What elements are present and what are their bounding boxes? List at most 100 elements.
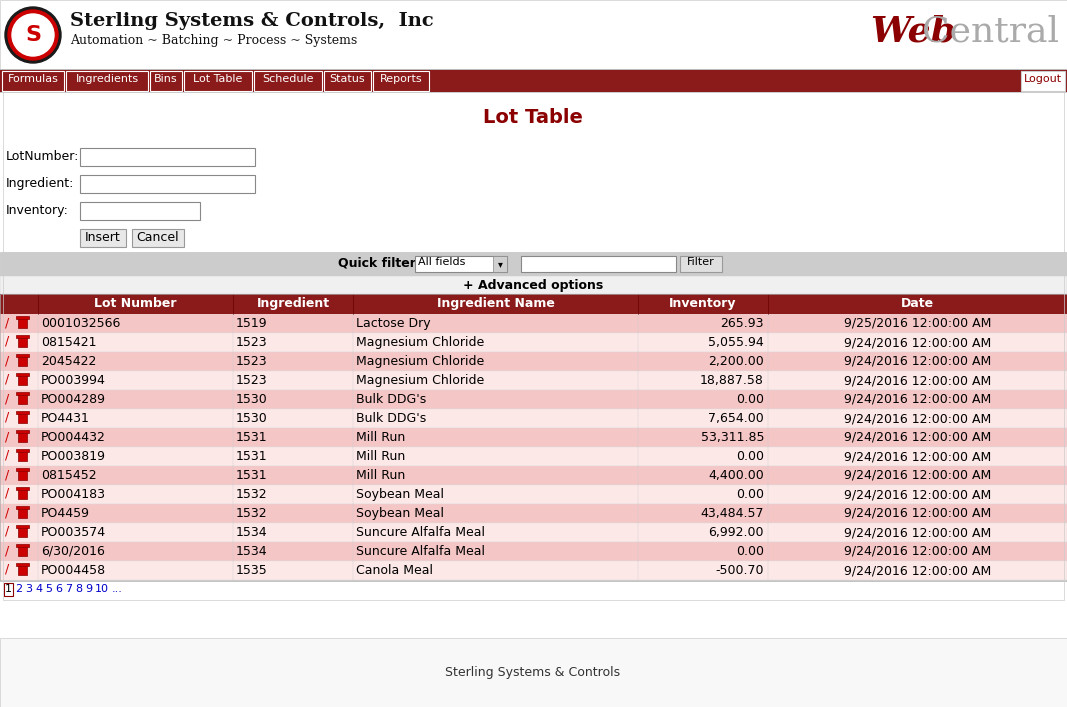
Text: Magnesium Chloride: Magnesium Chloride <box>356 355 484 368</box>
Text: PO004432: PO004432 <box>41 431 106 444</box>
Text: Lot Table: Lot Table <box>193 74 242 84</box>
Text: 6,992.00: 6,992.00 <box>708 526 764 539</box>
Bar <box>16 449 29 452</box>
Bar <box>0 314 38 333</box>
Text: /: / <box>5 506 10 519</box>
Bar <box>3 92 1064 600</box>
Text: 4,400.00: 4,400.00 <box>708 469 764 482</box>
Bar <box>4 583 13 596</box>
Bar <box>0 352 38 371</box>
Circle shape <box>5 7 61 63</box>
Bar <box>18 450 27 461</box>
Bar <box>0 390 1067 409</box>
Bar <box>0 447 1067 466</box>
Text: /: / <box>5 449 10 462</box>
Text: 4: 4 <box>35 584 42 594</box>
Bar <box>0 92 1067 93</box>
Bar <box>16 411 29 414</box>
Text: Ingredient:: Ingredient: <box>6 177 75 190</box>
Text: /: / <box>5 354 10 367</box>
Bar <box>0 561 1067 580</box>
Bar <box>680 256 722 272</box>
Bar <box>0 447 38 466</box>
Bar <box>18 507 27 518</box>
Text: 6: 6 <box>55 584 62 594</box>
Text: 9/24/2016 12:00:00 AM: 9/24/2016 12:00:00 AM <box>844 564 991 577</box>
Text: /: / <box>5 563 10 576</box>
Text: 1532: 1532 <box>236 507 268 520</box>
Text: Filter: Filter <box>687 257 715 267</box>
Text: Soybean Meal: Soybean Meal <box>356 488 444 501</box>
Text: -500.70: -500.70 <box>716 564 764 577</box>
Text: Web: Web <box>870 14 956 48</box>
Bar <box>0 0 1067 70</box>
Text: Inventory: Inventory <box>669 297 736 310</box>
Text: ...: ... <box>112 584 123 594</box>
Text: 9/24/2016 12:00:00 AM: 9/24/2016 12:00:00 AM <box>844 393 991 406</box>
Bar <box>80 229 126 247</box>
Text: Bulk DDG's: Bulk DDG's <box>356 412 426 425</box>
Bar <box>0 294 1067 581</box>
Bar <box>0 466 38 485</box>
Bar <box>18 374 27 385</box>
Text: Suncure Alfalfa Meal: Suncure Alfalfa Meal <box>356 545 485 558</box>
Bar <box>0 523 38 542</box>
Bar <box>16 506 29 509</box>
Text: PO004183: PO004183 <box>41 488 106 501</box>
Text: Lot Table: Lot Table <box>483 108 583 127</box>
Text: Ingredients: Ingredients <box>76 74 139 84</box>
Bar <box>18 431 27 442</box>
Text: Inventory:: Inventory: <box>6 204 69 217</box>
Bar <box>18 393 27 404</box>
Text: 8: 8 <box>75 584 82 594</box>
Bar <box>0 92 1067 647</box>
Text: Central: Central <box>922 14 1060 48</box>
Text: 7: 7 <box>65 584 73 594</box>
Text: Ingredient: Ingredient <box>256 297 330 310</box>
Text: 9/24/2016 12:00:00 AM: 9/24/2016 12:00:00 AM <box>844 526 991 539</box>
Text: 2,200.00: 2,200.00 <box>708 355 764 368</box>
Bar <box>415 256 507 272</box>
Bar <box>0 638 1067 707</box>
Text: Suncure Alfalfa Meal: Suncure Alfalfa Meal <box>356 526 485 539</box>
Text: Automation ~ Batching ~ Process ~ Systems: Automation ~ Batching ~ Process ~ System… <box>70 34 357 47</box>
Bar <box>0 485 38 504</box>
Bar <box>373 71 429 91</box>
Bar <box>1021 71 1065 91</box>
Text: 265.93: 265.93 <box>720 317 764 330</box>
Text: Insert: Insert <box>85 231 121 244</box>
Text: 2045422: 2045422 <box>41 355 96 368</box>
Text: 5,055.94: 5,055.94 <box>708 336 764 349</box>
Bar <box>18 488 27 499</box>
Text: Magnesium Chloride: Magnesium Chloride <box>356 374 484 387</box>
Bar <box>16 468 29 471</box>
Text: 1531: 1531 <box>236 469 268 482</box>
Text: Bulk DDG's: Bulk DDG's <box>356 393 426 406</box>
Text: Ingredient Name: Ingredient Name <box>436 297 555 310</box>
Circle shape <box>7 10 58 60</box>
Text: 6/30/2016: 6/30/2016 <box>41 545 105 558</box>
Text: 9/24/2016 12:00:00 AM: 9/24/2016 12:00:00 AM <box>844 450 991 463</box>
Text: /: / <box>5 544 10 557</box>
Text: 9/24/2016 12:00:00 AM: 9/24/2016 12:00:00 AM <box>844 488 991 501</box>
Bar <box>132 229 184 247</box>
Bar <box>0 333 1067 352</box>
Text: 1532: 1532 <box>236 488 268 501</box>
Text: S: S <box>25 25 41 45</box>
Text: PO4459: PO4459 <box>41 507 90 520</box>
Text: 0.00: 0.00 <box>736 450 764 463</box>
Text: 1531: 1531 <box>236 450 268 463</box>
Text: Schedule: Schedule <box>262 74 314 84</box>
Bar <box>80 202 200 220</box>
Text: 2: 2 <box>15 584 22 594</box>
Bar <box>0 428 1067 447</box>
Text: 0815421: 0815421 <box>41 336 96 349</box>
Bar <box>0 466 1067 485</box>
Text: 1535: 1535 <box>236 564 268 577</box>
Text: 53,311.85: 53,311.85 <box>701 431 764 444</box>
Text: Mill Run: Mill Run <box>356 469 405 482</box>
Bar <box>18 317 27 328</box>
Bar <box>0 69 1067 70</box>
Bar <box>16 544 29 547</box>
Text: /: / <box>5 430 10 443</box>
